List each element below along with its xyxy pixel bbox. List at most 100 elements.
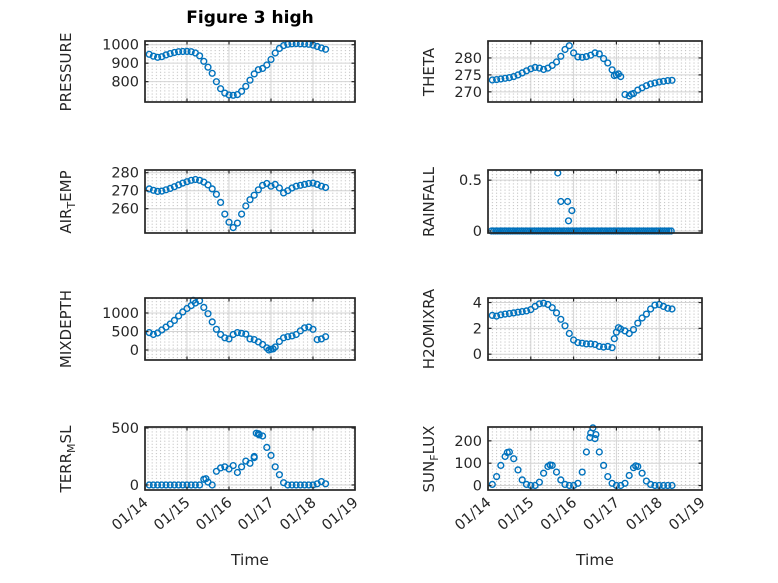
- x-tick-label: 01/18: [623, 495, 665, 534]
- marker-circle: [183, 178, 191, 186]
- marker-circle: [646, 80, 655, 88]
- marker-circle: [642, 310, 651, 318]
- marker-circle: [166, 49, 174, 58]
- marker-circle: [158, 481, 166, 489]
- marker-circle: [501, 310, 509, 318]
- marker-circle: [664, 481, 672, 490]
- subplot-h2omixra: 4 2 0: [473, 296, 703, 363]
- marker-circle: [604, 342, 612, 351]
- x-tick-label: 01/16: [538, 495, 580, 534]
- marker-circle: [582, 448, 591, 456]
- marker-circle: [301, 324, 309, 332]
- marker-circle: [557, 476, 565, 484]
- marker-circle: [305, 179, 313, 188]
- marker-circle: [162, 481, 170, 489]
- marker-circle: [322, 45, 330, 53]
- y-tick-label: 0: [130, 343, 139, 359]
- marker-circle: [622, 227, 630, 235]
- data-points: [145, 175, 330, 232]
- y-tick-label: 280: [454, 51, 482, 67]
- marker-circle: [608, 66, 616, 74]
- marker-circle: [175, 481, 183, 489]
- marker-circle: [547, 227, 555, 235]
- marker-circle: [643, 227, 652, 235]
- subplot-pressure: 1000 900 800: [102, 38, 356, 103]
- marker-circle: [604, 59, 612, 67]
- marker-circle: [565, 42, 573, 50]
- y-tick-label: 0: [473, 224, 482, 240]
- marker-circle: [539, 469, 548, 477]
- x-tick-label: 01/17: [235, 495, 277, 534]
- marker-circle: [309, 179, 317, 187]
- marker-circle: [238, 463, 246, 471]
- marker-circle: [162, 186, 170, 194]
- marker-circle: [149, 330, 158, 339]
- marker-circle: [217, 464, 225, 472]
- marker-circle: [651, 301, 659, 309]
- marker-circle: [621, 479, 629, 487]
- marker-circle: [313, 336, 321, 344]
- xlabel-time-right: Time: [576, 551, 614, 569]
- x-tick-label: 01/15: [495, 495, 537, 534]
- axes-box: [144, 297, 356, 361]
- marker-circle: [497, 75, 505, 83]
- marker-circle: [217, 85, 225, 93]
- marker-circle: [242, 330, 250, 338]
- marker-circle: [563, 197, 572, 206]
- marker-circle: [664, 76, 672, 85]
- marker-circle: [504, 227, 513, 235]
- marker-circle: [221, 334, 229, 342]
- marker-circle: [654, 227, 662, 235]
- data-points: [488, 299, 676, 352]
- marker-circle: [212, 467, 221, 475]
- marker-circle: [518, 476, 526, 484]
- y-tick-label: 200: [454, 434, 482, 450]
- marker-circle: [255, 431, 263, 439]
- ylabel-text: EMP: [57, 169, 75, 202]
- marker-circle: [546, 461, 554, 469]
- marker-circle: [608, 344, 616, 352]
- x-tick-label: 01/18: [277, 495, 319, 534]
- y-tick-label: 900: [111, 56, 139, 72]
- marker-circle: [561, 480, 569, 489]
- marker-circle: [250, 452, 258, 461]
- marker-circle: [646, 480, 655, 489]
- marker-circle: [574, 479, 582, 487]
- marker-circle: [275, 184, 284, 192]
- marker-circle: [322, 333, 330, 341]
- marker-circle: [288, 184, 296, 192]
- marker-circle: [317, 44, 326, 52]
- axes-box: [487, 169, 703, 234]
- marker-circle: [514, 308, 522, 316]
- marker-circle: [632, 462, 640, 470]
- y-tick-label: 4: [473, 296, 482, 312]
- y-tick-label: 0: [130, 478, 139, 494]
- marker-circle: [149, 52, 158, 60]
- marker-circle: [229, 91, 237, 99]
- marker-circle: [565, 329, 573, 338]
- subplot-rainfall: 0.50: [459, 169, 703, 240]
- marker-circle: [208, 185, 216, 193]
- marker-circle: [233, 219, 242, 227]
- marker-circle: [284, 481, 292, 489]
- marker-circle: [574, 339, 582, 347]
- marker-circle: [225, 91, 233, 99]
- marker-circle: [564, 217, 573, 225]
- marker-circle: [535, 64, 544, 72]
- marker-circle: [154, 187, 162, 196]
- marker-circle: [610, 335, 618, 343]
- marker-circle: [535, 300, 544, 308]
- marker-circle: [288, 332, 296, 340]
- marker-circle: [187, 481, 195, 489]
- y-tick-label: 280: [111, 166, 139, 182]
- marker-circle: [501, 74, 509, 82]
- marker-circle: [187, 48, 195, 56]
- marker-circle: [599, 54, 608, 63]
- marker-circle: [208, 481, 216, 489]
- marker-circle: [522, 480, 531, 489]
- marker-circle: [208, 69, 216, 77]
- ylabel-subscript: T: [65, 201, 78, 209]
- marker-circle: [587, 340, 595, 348]
